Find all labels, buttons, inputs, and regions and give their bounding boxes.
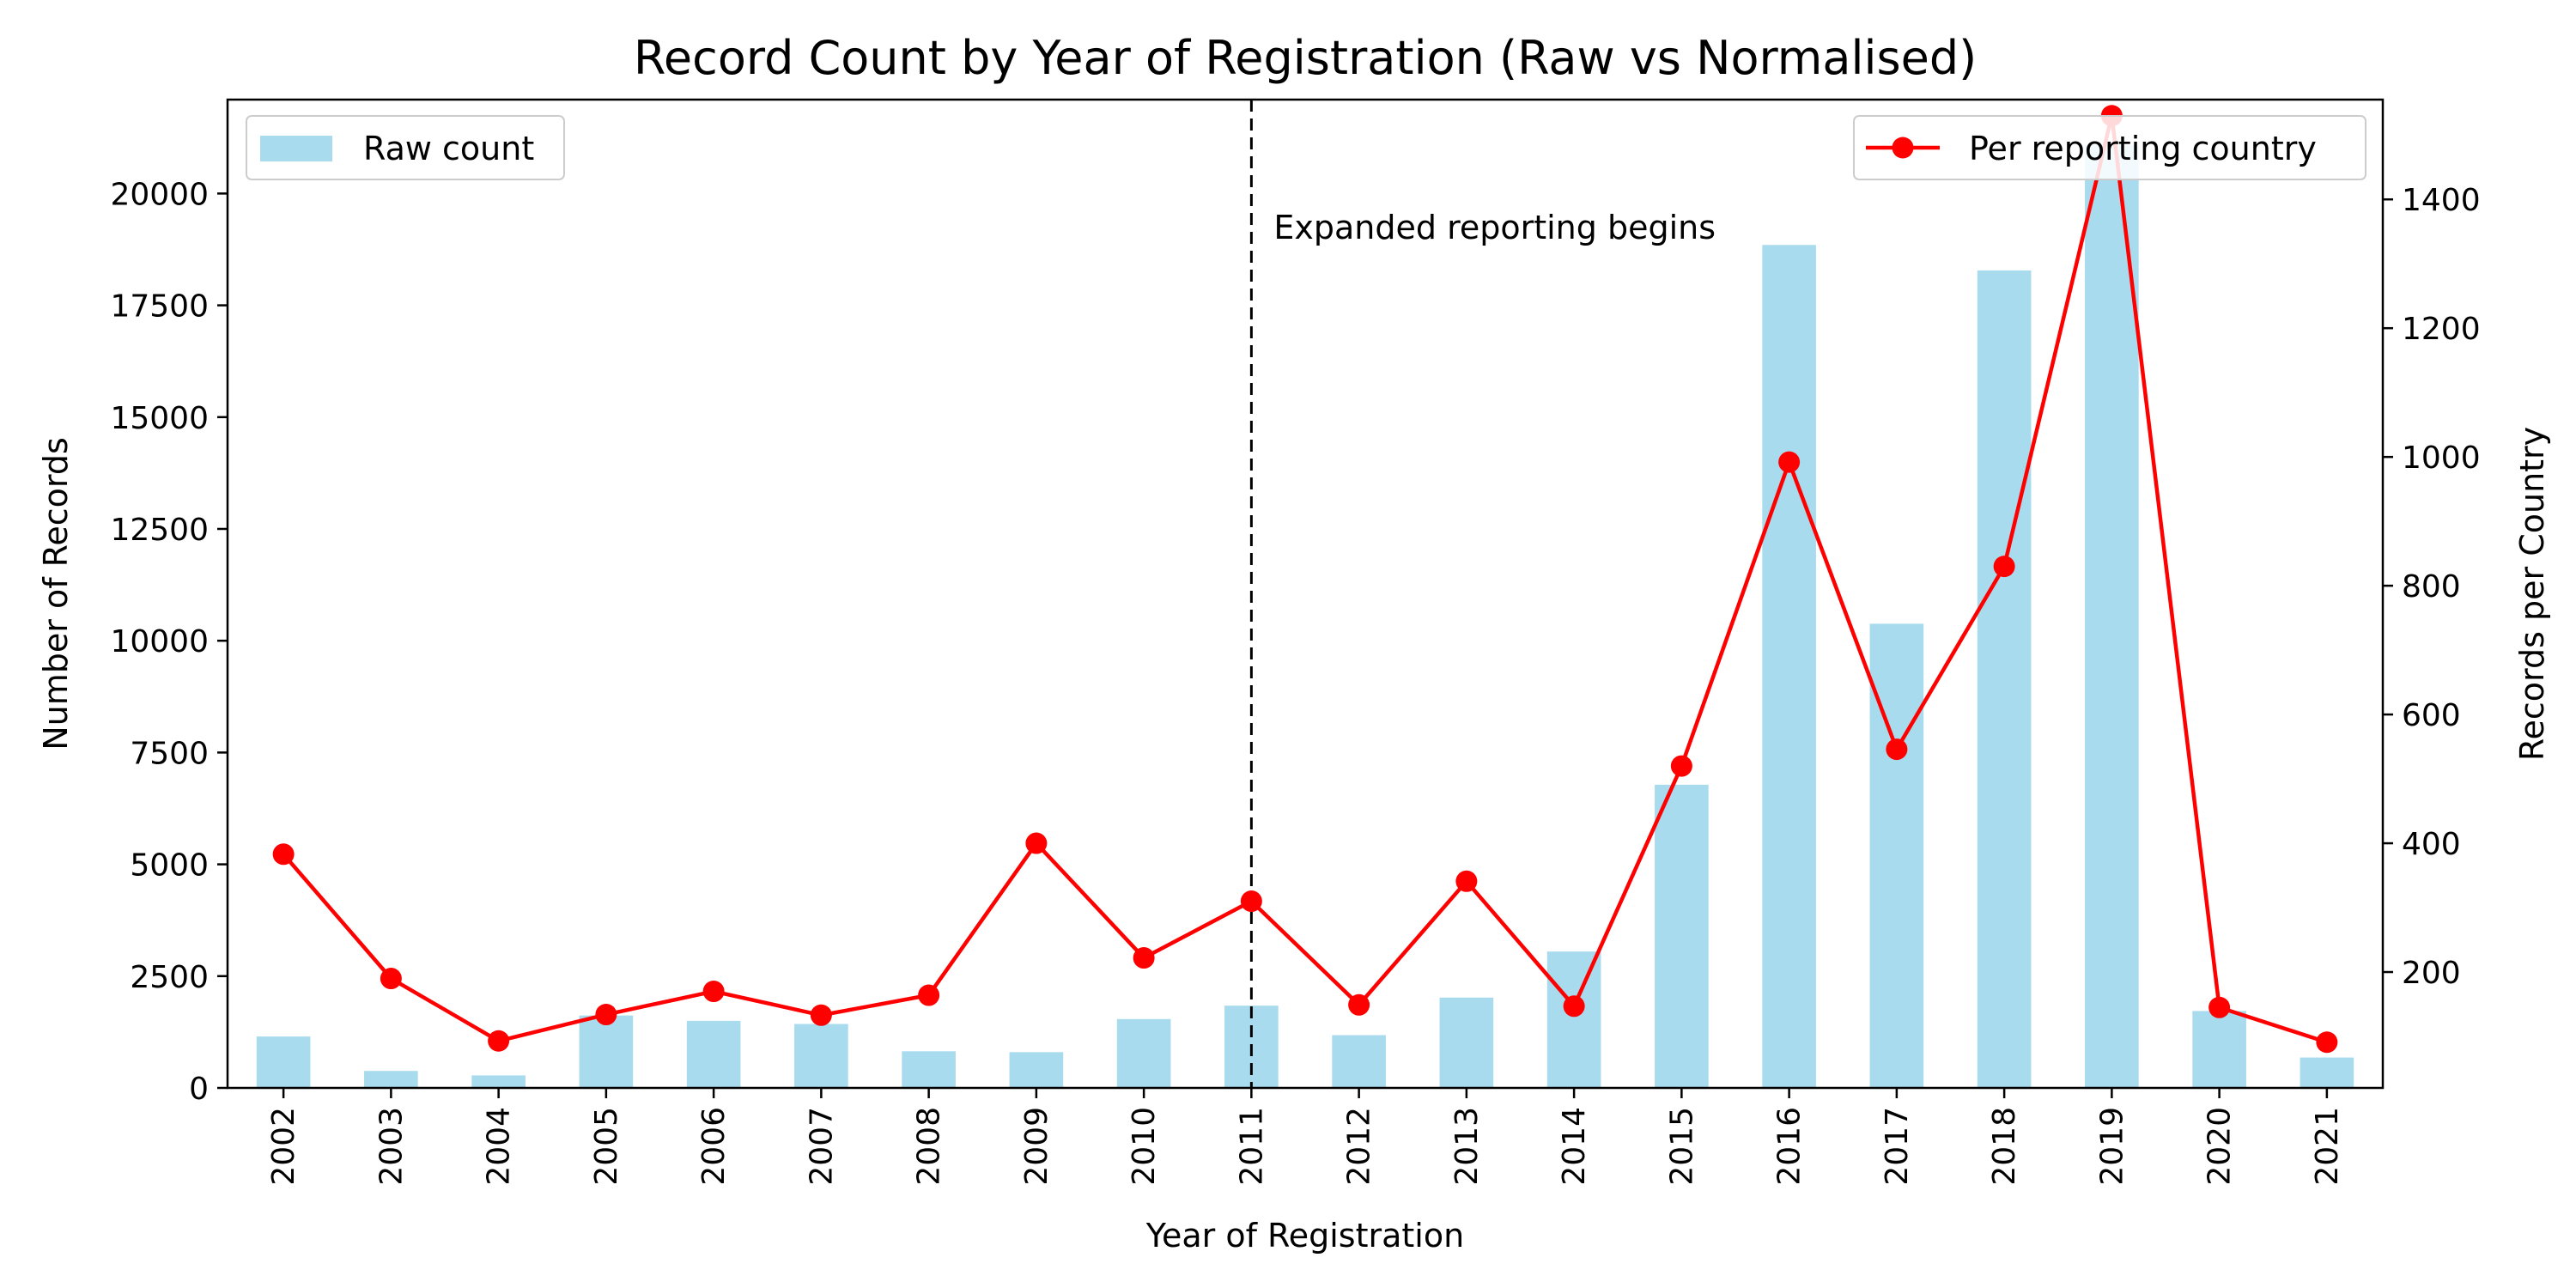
- bar-2016: [1762, 245, 1816, 1088]
- legend-box: [1853, 115, 2366, 180]
- y-tick-label-17500: 17500: [110, 289, 209, 325]
- point-2003: [380, 968, 402, 990]
- bar-2018: [1977, 270, 2032, 1088]
- point-2014: [1563, 995, 1585, 1018]
- bar-2021: [2300, 1057, 2354, 1088]
- point-2015: [1670, 755, 1692, 777]
- point-2012: [1348, 993, 1370, 1016]
- bar-2020: [2192, 1011, 2246, 1088]
- point-2005: [595, 1004, 617, 1026]
- point-2021: [2316, 1031, 2338, 1054]
- x-tick-label-2006: 2006: [696, 1107, 732, 1186]
- x-tick-label-2015: 2015: [1664, 1107, 1699, 1186]
- legend-label-per-country: Per reporting country: [1969, 130, 2317, 167]
- x-tick-label-2003: 2003: [374, 1107, 409, 1186]
- legend-swatch-marker: [1892, 137, 1914, 159]
- point-2004: [488, 1030, 510, 1052]
- legend-box: [246, 115, 565, 180]
- legend-raw-count: Raw count: [246, 115, 565, 180]
- bars-layer: [256, 145, 2354, 1089]
- bar-2007: [794, 1024, 848, 1088]
- point-2007: [810, 1004, 832, 1026]
- y-tick-label-7500: 7500: [130, 736, 209, 771]
- x-tick-label-2007: 2007: [804, 1107, 839, 1186]
- y2-tick-label-1200: 1200: [2402, 312, 2481, 347]
- x-tick-label-2021: 2021: [2310, 1107, 2345, 1186]
- point-2020: [2208, 996, 2231, 1018]
- bar-2013: [1439, 997, 1494, 1088]
- legend-label-raw-count: Raw count: [363, 130, 534, 167]
- bar-2005: [579, 1015, 634, 1088]
- bar-2019: [2085, 145, 2139, 1089]
- x-axis-label: Year of Registration: [1145, 1217, 1464, 1255]
- bar-2002: [256, 1036, 311, 1088]
- line-layer: [272, 105, 2338, 1054]
- y-tick-label-5000: 5000: [130, 848, 209, 884]
- chart-title: Record Count by Year of Registration (Ra…: [634, 31, 1977, 85]
- x-tick-label-2014: 2014: [1557, 1107, 1592, 1186]
- bar-2014: [1546, 951, 1601, 1088]
- series-line-per-country: [282, 113, 2328, 1044]
- x-tick-label-2018: 2018: [1987, 1107, 2022, 1186]
- y-tick-label-0: 0: [189, 1072, 209, 1107]
- x-tick-label-2004: 2004: [482, 1107, 517, 1186]
- x-tick-label-2016: 2016: [1772, 1107, 1807, 1186]
- point-2010: [1133, 947, 1155, 969]
- y2-tick-label-400: 400: [2402, 827, 2461, 862]
- x-tick-label-2012: 2012: [1342, 1107, 1377, 1186]
- x-tick-label-2020: 2020: [2202, 1107, 2238, 1186]
- bar-2012: [1332, 1035, 1386, 1088]
- y2-tick-label-200: 200: [2402, 956, 2461, 991]
- x-tick-label-2010: 2010: [1127, 1107, 1162, 1186]
- x-tick-label-2013: 2013: [1449, 1107, 1485, 1186]
- bar-2017: [1869, 623, 1924, 1088]
- y2-tick-label-600: 600: [2402, 698, 2461, 733]
- y-tick-label-2500: 2500: [130, 960, 209, 995]
- y2-axis-label: Records per Country: [2513, 427, 2551, 761]
- x-tick-label-2011: 2011: [1234, 1107, 1269, 1186]
- bar-2010: [1116, 1018, 1171, 1088]
- bar-2003: [364, 1071, 418, 1088]
- y-tick-label-15000: 15000: [110, 401, 209, 436]
- bar-2015: [1655, 784, 1709, 1088]
- point-2011: [1240, 890, 1262, 913]
- point-2018: [1993, 556, 2015, 578]
- y-tick-label-10000: 10000: [110, 624, 209, 659]
- bar-2008: [902, 1051, 956, 1088]
- x-tick-label-2009: 2009: [1019, 1107, 1054, 1186]
- point-2008: [918, 984, 940, 1006]
- y2-tick-label-800: 800: [2402, 569, 2461, 605]
- x-tick-label-2005: 2005: [589, 1107, 624, 1186]
- axes-layer: 2002 2003 2004 2005 2006 2007 2008 2009 2010 2011…: [110, 177, 2480, 1185]
- x-tick-label-2008: 2008: [912, 1107, 947, 1186]
- annotation-layer: Expanded reporting begins: [1249, 100, 1716, 1088]
- y-tick-label-12500: 12500: [110, 513, 209, 548]
- bar-2009: [1009, 1052, 1064, 1088]
- point-2006: [702, 981, 725, 1003]
- point-2017: [1886, 738, 1908, 761]
- point-2016: [1778, 451, 1801, 473]
- annotation-text: Expanded reporting begins: [1273, 209, 1716, 246]
- legend-swatch-bar: [260, 136, 332, 161]
- plot-frame: [226, 98, 2385, 1090]
- bar-2004: [471, 1075, 526, 1088]
- y2-tick-label-1000: 1000: [2402, 440, 2481, 476]
- point-2013: [1455, 870, 1478, 892]
- x-tick-label-2019: 2019: [2094, 1107, 2129, 1186]
- y2-tick-label-1400: 1400: [2402, 183, 2481, 218]
- x-tick-label-2002: 2002: [266, 1107, 301, 1186]
- y-tick-label-20000: 20000: [110, 177, 209, 212]
- bar-2006: [686, 1020, 741, 1088]
- y-axis-label: Number of Records: [37, 437, 75, 750]
- x-tick-label-2017: 2017: [1880, 1107, 1915, 1186]
- point-2002: [272, 843, 295, 866]
- point-2009: [1025, 832, 1048, 854]
- legend-per-country: Per reporting country: [1853, 115, 2366, 180]
